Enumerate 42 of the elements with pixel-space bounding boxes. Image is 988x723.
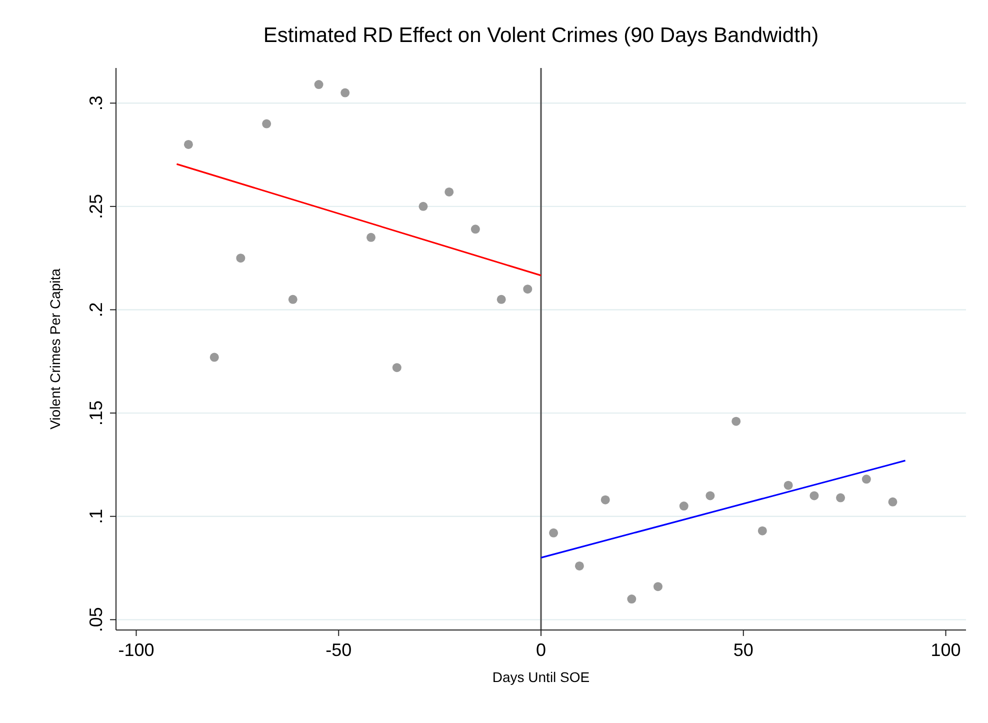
y-tick-label: .15 [86,400,106,426]
point [679,502,688,511]
y-tick-label: .3 [86,96,106,111]
point [262,119,272,128]
point [418,202,428,211]
y-tick-label: .1 [86,508,106,524]
point [523,284,532,294]
point [732,416,741,426]
y-axis-title: Violent Crimes Per Capita [47,268,63,430]
x-tick-label: -100 [118,640,154,660]
point [784,480,793,490]
x-tick-label: 0 [536,640,546,660]
x-tick-label: 100 [930,640,961,660]
point [653,582,662,592]
point [496,294,506,304]
y-tick-label: .05 [86,607,106,632]
point [470,224,480,234]
point [600,495,610,504]
point [836,493,846,502]
point [288,294,298,304]
x-tick-label: 50 [733,640,754,660]
point [549,528,558,538]
point [574,561,584,570]
y-tick-label: .2 [86,302,106,318]
point [184,140,193,149]
point [210,352,219,362]
point [340,88,350,98]
x-tick-label: -50 [326,640,352,660]
point [366,232,376,242]
point [314,80,324,90]
point [627,594,636,604]
point [758,526,767,536]
point [392,363,402,372]
chart-title: Estimated RD Effect on Volent Crimes (90 Days Bandwidth) [263,24,819,47]
point [706,491,715,500]
point [888,497,898,506]
point [236,254,246,263]
point [862,474,871,484]
y-tick-label: .25 [86,194,106,219]
point [810,491,819,500]
point [444,187,454,196]
x-axis-title: Days Until SOE [492,669,590,685]
